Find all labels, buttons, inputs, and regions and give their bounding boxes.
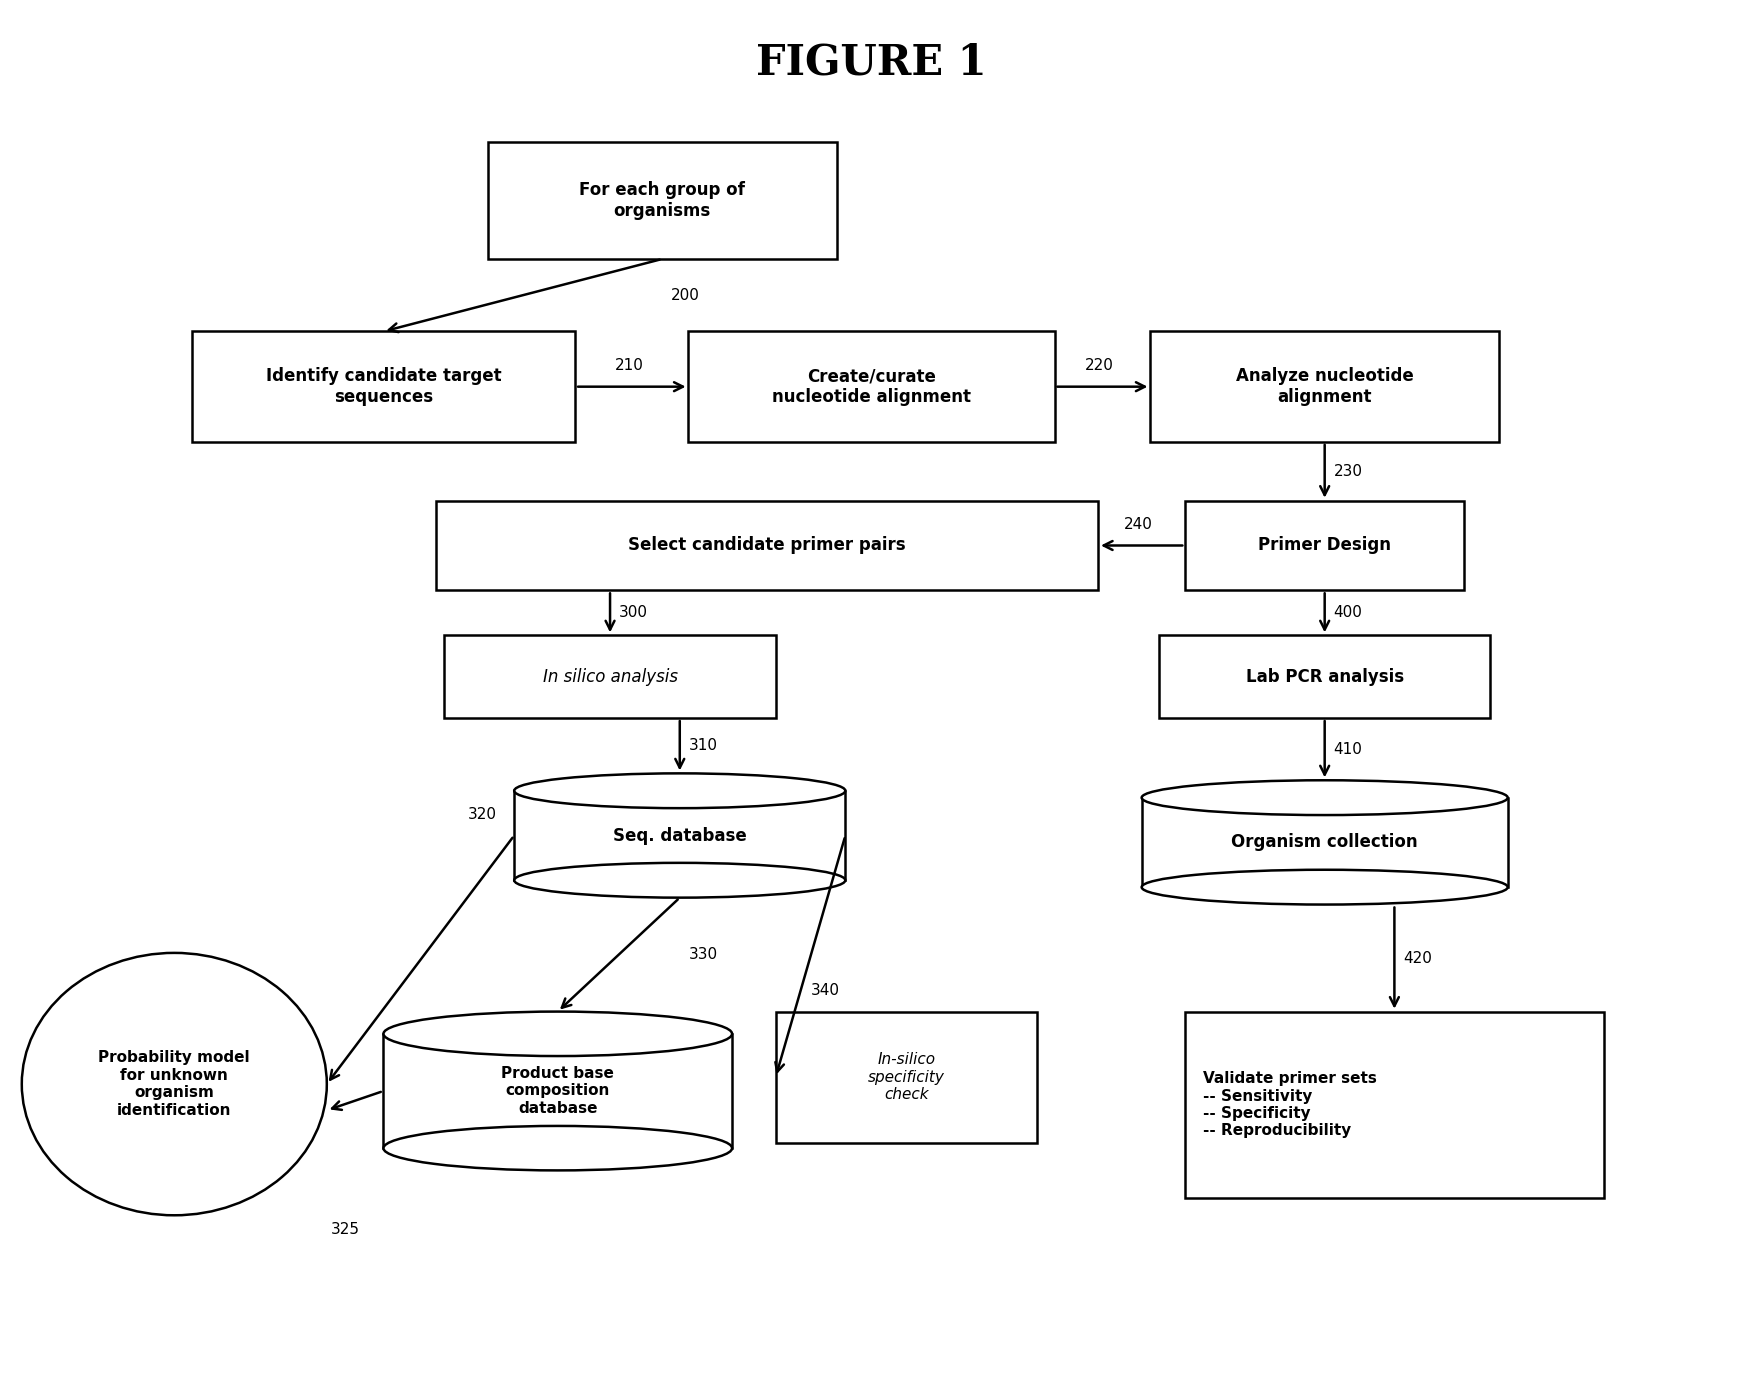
Text: Analyze nucleotide
alignment: Analyze nucleotide alignment <box>1236 367 1414 406</box>
Text: 240: 240 <box>1124 518 1154 532</box>
Text: 325: 325 <box>331 1222 361 1237</box>
Text: 200: 200 <box>671 287 701 302</box>
Text: Product base
composition
database: Product base composition database <box>502 1066 614 1116</box>
Polygon shape <box>514 791 845 880</box>
FancyBboxPatch shape <box>192 331 575 442</box>
Text: 210: 210 <box>614 359 643 373</box>
Polygon shape <box>383 1034 732 1148</box>
Text: Seq. database: Seq. database <box>614 826 746 845</box>
Text: In-silico
specificity
check: In-silico specificity check <box>868 1052 945 1102</box>
Text: Primer Design: Primer Design <box>1258 536 1391 555</box>
Text: FIGURE 1: FIGURE 1 <box>756 41 987 83</box>
FancyBboxPatch shape <box>1150 331 1499 442</box>
Text: Probability model
for unknown
organism
identification: Probability model for unknown organism i… <box>99 1051 249 1117</box>
Text: Lab PCR analysis: Lab PCR analysis <box>1246 667 1403 686</box>
Text: Organism collection: Organism collection <box>1231 833 1419 852</box>
Text: Create/curate
nucleotide alignment: Create/curate nucleotide alignment <box>772 367 971 406</box>
FancyBboxPatch shape <box>1159 635 1490 718</box>
Text: 220: 220 <box>1084 359 1114 373</box>
Text: 420: 420 <box>1403 950 1433 965</box>
Ellipse shape <box>383 1011 732 1056</box>
Text: 340: 340 <box>810 983 840 998</box>
Text: 320: 320 <box>467 808 497 822</box>
Ellipse shape <box>514 773 845 808</box>
Ellipse shape <box>383 1126 732 1171</box>
Polygon shape <box>1142 798 1508 887</box>
Text: 410: 410 <box>1333 742 1363 757</box>
Ellipse shape <box>1142 780 1508 815</box>
FancyBboxPatch shape <box>1185 1011 1604 1197</box>
Text: 300: 300 <box>619 605 648 620</box>
Text: 400: 400 <box>1333 605 1363 620</box>
Ellipse shape <box>514 863 845 898</box>
FancyBboxPatch shape <box>488 142 837 260</box>
FancyBboxPatch shape <box>444 635 776 718</box>
Text: Select candidate primer pairs: Select candidate primer pairs <box>627 536 906 555</box>
Text: In silico analysis: In silico analysis <box>542 667 678 686</box>
FancyBboxPatch shape <box>1185 501 1464 591</box>
Text: 330: 330 <box>688 947 718 963</box>
Text: For each group of
organisms: For each group of organisms <box>579 181 746 220</box>
FancyBboxPatch shape <box>776 1011 1037 1143</box>
FancyBboxPatch shape <box>436 501 1098 591</box>
Ellipse shape <box>1142 870 1508 905</box>
FancyBboxPatch shape <box>688 331 1055 442</box>
Text: 310: 310 <box>688 739 718 753</box>
Ellipse shape <box>23 953 326 1215</box>
Text: Identify candidate target
sequences: Identify candidate target sequences <box>265 367 502 406</box>
Text: Validate primer sets
-- Sensitivity
-- Specificity
-- Reproducibility: Validate primer sets -- Sensitivity -- S… <box>1203 1072 1377 1138</box>
Text: 230: 230 <box>1333 464 1363 479</box>
